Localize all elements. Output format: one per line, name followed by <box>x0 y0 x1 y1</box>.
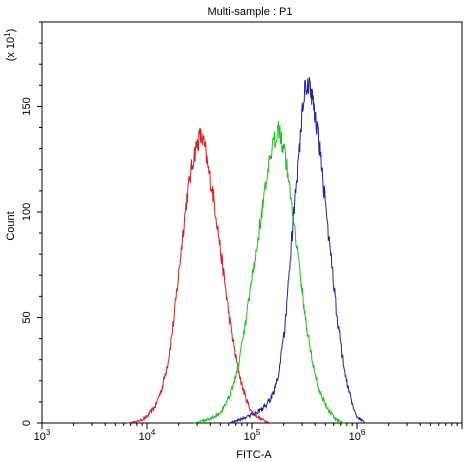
y-axis-ticks: 0 50 100 150 <box>21 21 42 426</box>
series-layer <box>127 77 366 424</box>
series-3-line <box>228 77 366 424</box>
x-axis-label: FITC-A <box>236 449 272 461</box>
x-tick-base: 10 <box>349 431 361 443</box>
y-multiplier-label: (x 101) <box>3 29 17 62</box>
y-tick-label: 150 <box>21 97 33 115</box>
svg-text:(x 101): (x 101) <box>3 29 17 62</box>
x-tick-label: 103 <box>34 428 51 443</box>
chart-title: Multi-sample : P1 <box>208 6 293 18</box>
x-tick-label: 106 <box>349 428 366 443</box>
x-tick-base: 10 <box>139 431 151 443</box>
x-tick-exp: 5 <box>256 428 261 437</box>
x-tick-exp: 6 <box>361 428 366 437</box>
y-multiplier-text: (x 10 <box>5 37 17 61</box>
x-tick-exp: 4 <box>151 428 156 437</box>
y-tick-label: 50 <box>21 311 33 323</box>
series-1-line <box>127 127 271 424</box>
x-tick-label: 104 <box>139 428 156 443</box>
series-2-line <box>193 121 345 424</box>
y-multiplier-exp: 1 <box>3 32 12 37</box>
x-tick-label: 105 <box>244 428 261 443</box>
x-tick-base: 10 <box>34 431 46 443</box>
x-axis-ticks: 103 104 105 106 <box>34 423 463 443</box>
plot-frame <box>41 21 463 424</box>
y-axis-label: Count <box>5 211 17 240</box>
x-tick-base: 10 <box>244 431 256 443</box>
x-tick-exp: 3 <box>46 428 51 437</box>
y-tick-label: 0 <box>21 420 33 426</box>
y-tick-label: 100 <box>21 203 33 221</box>
